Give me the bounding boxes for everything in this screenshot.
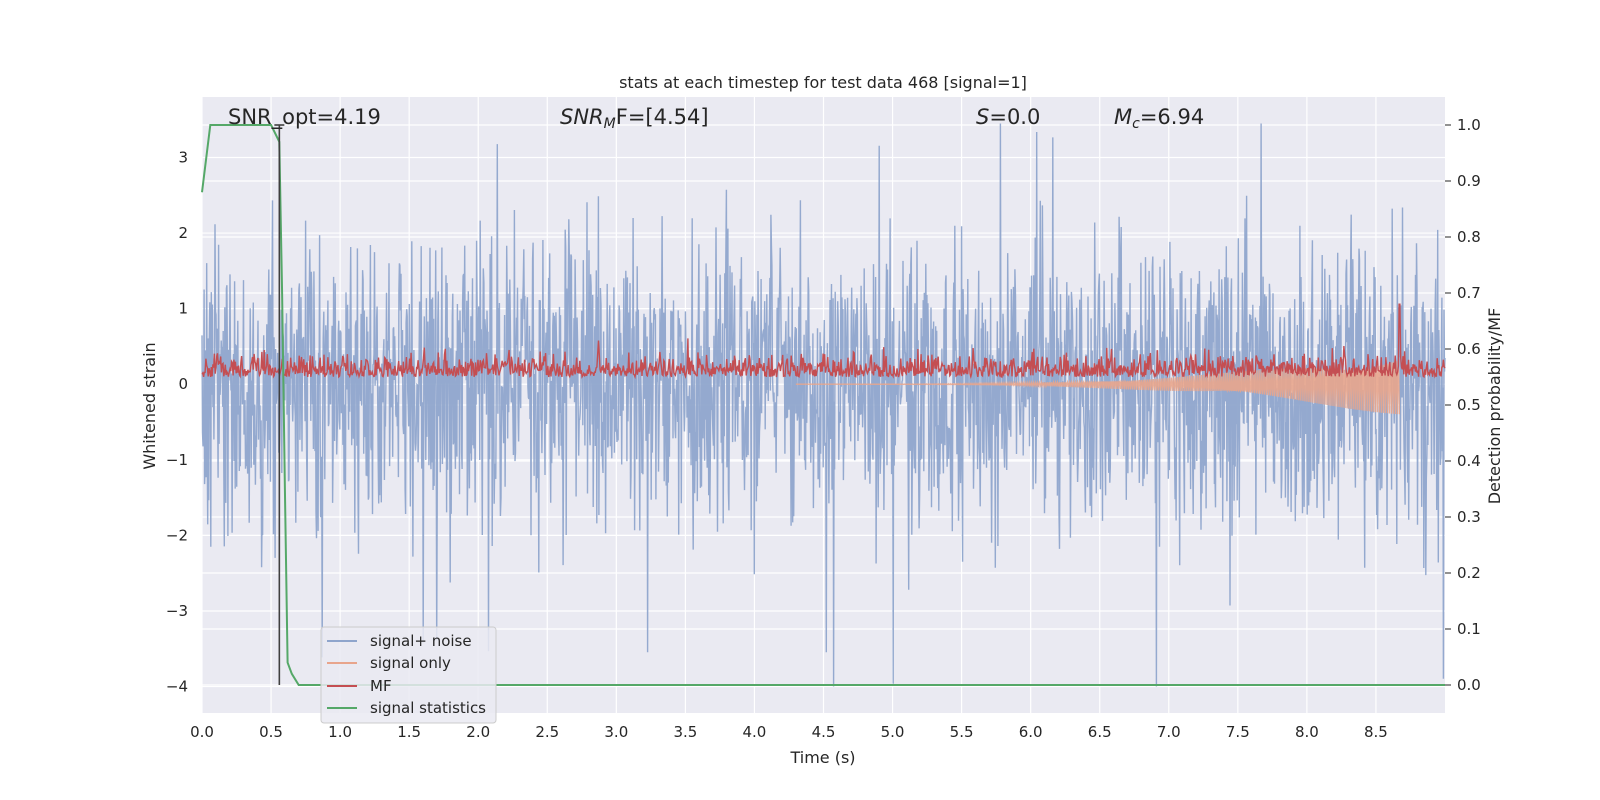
y-tick-label-right: 0.8 bbox=[1457, 228, 1481, 246]
plot-area bbox=[201, 123, 1446, 687]
x-tick-label: 2.0 bbox=[466, 723, 490, 741]
y-tick-label-right: 0.2 bbox=[1457, 564, 1481, 582]
y-tick-label-left: 2 bbox=[178, 224, 188, 242]
x-tick-label: 3.0 bbox=[604, 723, 628, 741]
annotation-snr-opt: SNR_opt=4.19 bbox=[228, 105, 381, 130]
y-tick-label-right: 0.7 bbox=[1457, 284, 1481, 302]
x-tick-label: 8.0 bbox=[1295, 723, 1319, 741]
y-tick-label-left: 1 bbox=[178, 300, 188, 318]
y-tick-label-left: 3 bbox=[178, 148, 188, 166]
y-tick-label-left: −3 bbox=[166, 602, 188, 620]
annotation-mc: Mc=6.94 bbox=[1114, 105, 1204, 132]
y-tick-label-right: 0.1 bbox=[1457, 620, 1481, 638]
annotation-snr-mf: SNRMF=[4.54] bbox=[560, 105, 709, 132]
series-signal-only bbox=[795, 360, 1401, 415]
y-tick-label-right: 1.0 bbox=[1457, 116, 1481, 134]
x-tick-label: 4.0 bbox=[743, 723, 767, 741]
legend: signal+ noise signal only MF signal stat… bbox=[320, 626, 497, 724]
x-axis-label: Time (s) bbox=[789, 748, 855, 767]
y-tick-label-left: −2 bbox=[166, 526, 188, 544]
x-tick-label: 0.5 bbox=[259, 723, 283, 741]
x-tick-label: 8.5 bbox=[1364, 723, 1388, 741]
y-tick-label-right: 0.4 bbox=[1457, 452, 1481, 470]
series-mf bbox=[201, 303, 1446, 380]
x-tick-label: 1.5 bbox=[397, 723, 421, 741]
s-symbol: S bbox=[976, 105, 989, 129]
x-tick-label: 5.5 bbox=[950, 723, 974, 741]
s-value: =0.0 bbox=[989, 105, 1040, 129]
mc-value: =6.94 bbox=[1140, 105, 1204, 129]
x-tick-label: 7.0 bbox=[1157, 723, 1181, 741]
x-tick-label: 3.5 bbox=[673, 723, 697, 741]
x-tick-label: 6.0 bbox=[1019, 723, 1043, 741]
x-tick-label: 0.0 bbox=[190, 723, 214, 741]
chart-title: stats at each timestep for test data 468… bbox=[619, 73, 1027, 92]
y-ticks-left: −4 −3 −2 −1 0 1 2 3 bbox=[166, 148, 188, 695]
y-tick-label-left: −1 bbox=[166, 451, 188, 469]
y-axis-label-left: Whitened strain bbox=[140, 342, 159, 469]
y-tick-label-left: −4 bbox=[166, 678, 188, 696]
x-tick-label: 6.5 bbox=[1088, 723, 1112, 741]
legend-box bbox=[320, 626, 497, 724]
x-tick-label: 1.0 bbox=[328, 723, 352, 741]
y-axis-label-right: Detection probability/MF bbox=[1485, 308, 1504, 505]
mc-symbol: M bbox=[1114, 105, 1132, 129]
x-tick-label: 5.0 bbox=[881, 723, 905, 741]
x-tick-label: 4.5 bbox=[812, 723, 836, 741]
legend-label-signal-only: signal only bbox=[370, 654, 451, 672]
annotation-s: S=0.0 bbox=[976, 105, 1040, 129]
snr-mf-symbol: SNR bbox=[560, 105, 604, 129]
x-ticks: 0.0 0.5 1.0 1.5 2.0 2.5 3.0 3.5 4.0 4.5 5.0 5.5 6.0 6… bbox=[190, 723, 1388, 741]
y-tick-label-left: 0 bbox=[178, 375, 188, 393]
x-tick-label: 7.5 bbox=[1226, 723, 1250, 741]
series-signal-noise bbox=[201, 123, 1446, 687]
legend-label-signal-statistics: signal statistics bbox=[370, 699, 486, 717]
series-signal-statistics bbox=[201, 124, 1445, 686]
mc-subscript: c bbox=[1132, 116, 1140, 132]
y-tick-label-right: 0.6 bbox=[1457, 340, 1481, 358]
snr-mf-subscript: M bbox=[604, 116, 616, 132]
y-tick-label-right: 0.0 bbox=[1457, 676, 1481, 694]
y-tick-label-right: 0.3 bbox=[1457, 508, 1481, 526]
legend-label-signal-noise: signal+ noise bbox=[370, 632, 472, 650]
snr-mf-value: F=[4.54] bbox=[616, 105, 709, 129]
x-tick-label: 2.5 bbox=[535, 723, 559, 741]
y-tick-label-right: 0.9 bbox=[1457, 172, 1481, 190]
legend-label-mf: MF bbox=[370, 677, 392, 695]
y-tick-label-right: 0.5 bbox=[1457, 396, 1481, 414]
y-ticks-right: 0.0 0.1 0.2 0.3 0.4 0.5 0.6 0.7 0.8 0.9 1.0 bbox=[1445, 116, 1481, 694]
